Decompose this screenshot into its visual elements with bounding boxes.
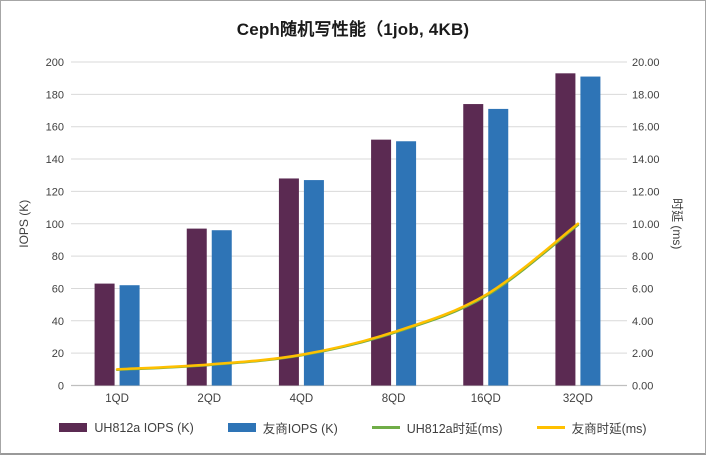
svg-text:6.00: 6.00	[632, 283, 653, 295]
svg-text:8QD: 8QD	[382, 393, 406, 405]
svg-text:80: 80	[52, 251, 64, 263]
svg-text:160: 160	[46, 122, 64, 134]
svg-text:20: 20	[52, 348, 64, 360]
legend-item-youshang-latency: 友商时延(ms)	[536, 418, 647, 437]
bar-swatch-icon	[59, 423, 88, 432]
svg-text:8.00: 8.00	[632, 251, 653, 263]
svg-text:16QD: 16QD	[471, 393, 501, 405]
legend-label: 友商时延(ms)	[571, 422, 647, 436]
svg-text:120: 120	[46, 186, 64, 198]
svg-text:180: 180	[46, 89, 64, 101]
svg-text:20.00: 20.00	[632, 57, 660, 69]
line-swatch-icon	[536, 426, 565, 429]
svg-text:200: 200	[46, 57, 64, 69]
combo-chart-plot-area: 0 0.00 20 2.00 40 4.00 60 6.00 80 8.00 100 10.00 120…	[17, 57, 684, 405]
legend-label: 友商IOPS (K)	[262, 422, 338, 436]
chart-title: Ceph随机写性能（1job, 4KB)	[236, 20, 470, 39]
svg-text:2.00: 2.00	[632, 348, 653, 360]
svg-text:0: 0	[58, 381, 64, 393]
svg-text:IOPS (K): IOPS (K)	[17, 200, 31, 248]
legend-item-youshang-iops: 友商IOPS (K)	[227, 418, 338, 437]
svg-text:4.00: 4.00	[632, 316, 653, 328]
chart-legend: UH812a IOPS (K) 友商IOPS (K) UH812a时延(ms) …	[1, 418, 705, 437]
svg-text:40: 40	[52, 316, 64, 328]
bar-swatch-icon	[227, 423, 256, 432]
legend-label: UH812a IOPS (K)	[94, 420, 194, 435]
svg-text:1QD: 1QD	[105, 393, 129, 405]
svg-text:时延 (ms): 时延 (ms)	[670, 198, 684, 249]
legend-item-uh812a-iops: UH812a IOPS (K)	[59, 420, 194, 435]
legend-label: UH812a时延(ms)	[406, 422, 503, 436]
svg-text:4QD: 4QD	[290, 393, 314, 405]
svg-text:18.00: 18.00	[632, 89, 660, 101]
svg-text:32QD: 32QD	[563, 393, 593, 405]
svg-text:2QD: 2QD	[197, 393, 221, 405]
svg-text:10.00: 10.00	[632, 219, 660, 231]
svg-text:140: 140	[46, 154, 64, 166]
svg-text:14.00: 14.00	[632, 154, 660, 166]
svg-text:0.00: 0.00	[632, 381, 653, 393]
svg-text:12.00: 12.00	[632, 186, 660, 198]
svg-text:16.00: 16.00	[632, 122, 660, 134]
legend-item-uh812a-latency: UH812a时延(ms)	[371, 418, 503, 437]
svg-text:60: 60	[52, 283, 64, 295]
svg-text:100: 100	[46, 219, 64, 231]
line-swatch-icon	[371, 426, 400, 429]
